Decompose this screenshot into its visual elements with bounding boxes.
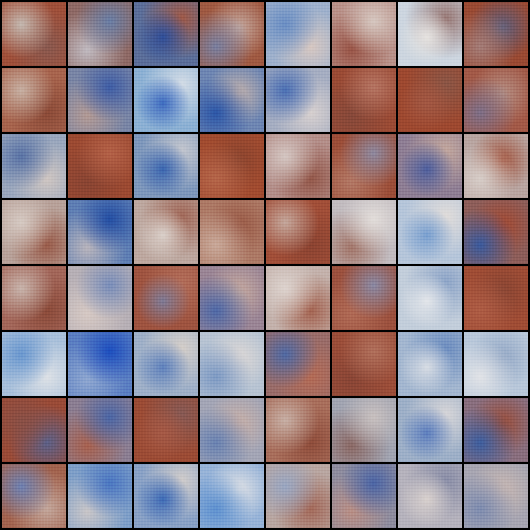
grid-tile	[68, 464, 132, 528]
grid-tile	[200, 68, 264, 132]
grid-tile	[266, 398, 330, 462]
grid-tile	[68, 266, 132, 330]
grid-tile	[464, 266, 528, 330]
grid-tile	[464, 398, 528, 462]
grid-tile	[68, 2, 132, 66]
grid-tile	[200, 200, 264, 264]
grid-tile	[134, 266, 198, 330]
grid-tile	[332, 464, 396, 528]
grid-tile	[68, 200, 132, 264]
grid-tile	[332, 332, 396, 396]
grid-tile	[266, 464, 330, 528]
grid-tile	[332, 2, 396, 66]
grid-tile	[266, 134, 330, 198]
grid-tile	[464, 2, 528, 66]
grid-tile	[398, 134, 462, 198]
grid-tile	[266, 68, 330, 132]
grid-tile	[2, 266, 66, 330]
grid-tile	[2, 200, 66, 264]
grid-tile	[2, 134, 66, 198]
grid-tile	[266, 266, 330, 330]
grid-tile	[398, 398, 462, 462]
grid-tile	[134, 2, 198, 66]
grid-tile	[2, 68, 66, 132]
grid-tile	[464, 134, 528, 198]
grid-tile	[332, 68, 396, 132]
grid-tile	[200, 398, 264, 462]
grid-tile	[2, 2, 66, 66]
grid-tile	[398, 200, 462, 264]
grid-tile	[332, 200, 396, 264]
grid-tile	[134, 398, 198, 462]
grid-tile	[2, 398, 66, 462]
grid-tile	[464, 68, 528, 132]
grid-tile	[398, 332, 462, 396]
grid-tile	[68, 332, 132, 396]
grid-tile	[332, 134, 396, 198]
grid-tile	[398, 464, 462, 528]
grid-tile	[464, 200, 528, 264]
grid-tile	[68, 398, 132, 462]
grid-tile	[200, 134, 264, 198]
grid-tile	[266, 200, 330, 264]
grid-tile	[200, 266, 264, 330]
grid-tile	[68, 134, 132, 198]
grid-tile	[134, 464, 198, 528]
grid-tile	[134, 200, 198, 264]
grid-tile	[2, 332, 66, 396]
grid-tile	[134, 134, 198, 198]
grid-tile	[200, 464, 264, 528]
grid-tile	[332, 266, 396, 330]
grid-tile	[464, 464, 528, 528]
grid-tile	[200, 2, 264, 66]
grid-tile	[134, 332, 198, 396]
grid-tile	[200, 332, 264, 396]
grid-tile	[398, 266, 462, 330]
grid-tile	[68, 68, 132, 132]
grid-tile	[266, 2, 330, 66]
grid-tile	[464, 332, 528, 396]
grid-tile	[134, 68, 198, 132]
grid-tile	[266, 332, 330, 396]
grid-tile	[332, 398, 396, 462]
grid-tile	[2, 464, 66, 528]
grid-tile	[398, 68, 462, 132]
grid-tile	[398, 2, 462, 66]
